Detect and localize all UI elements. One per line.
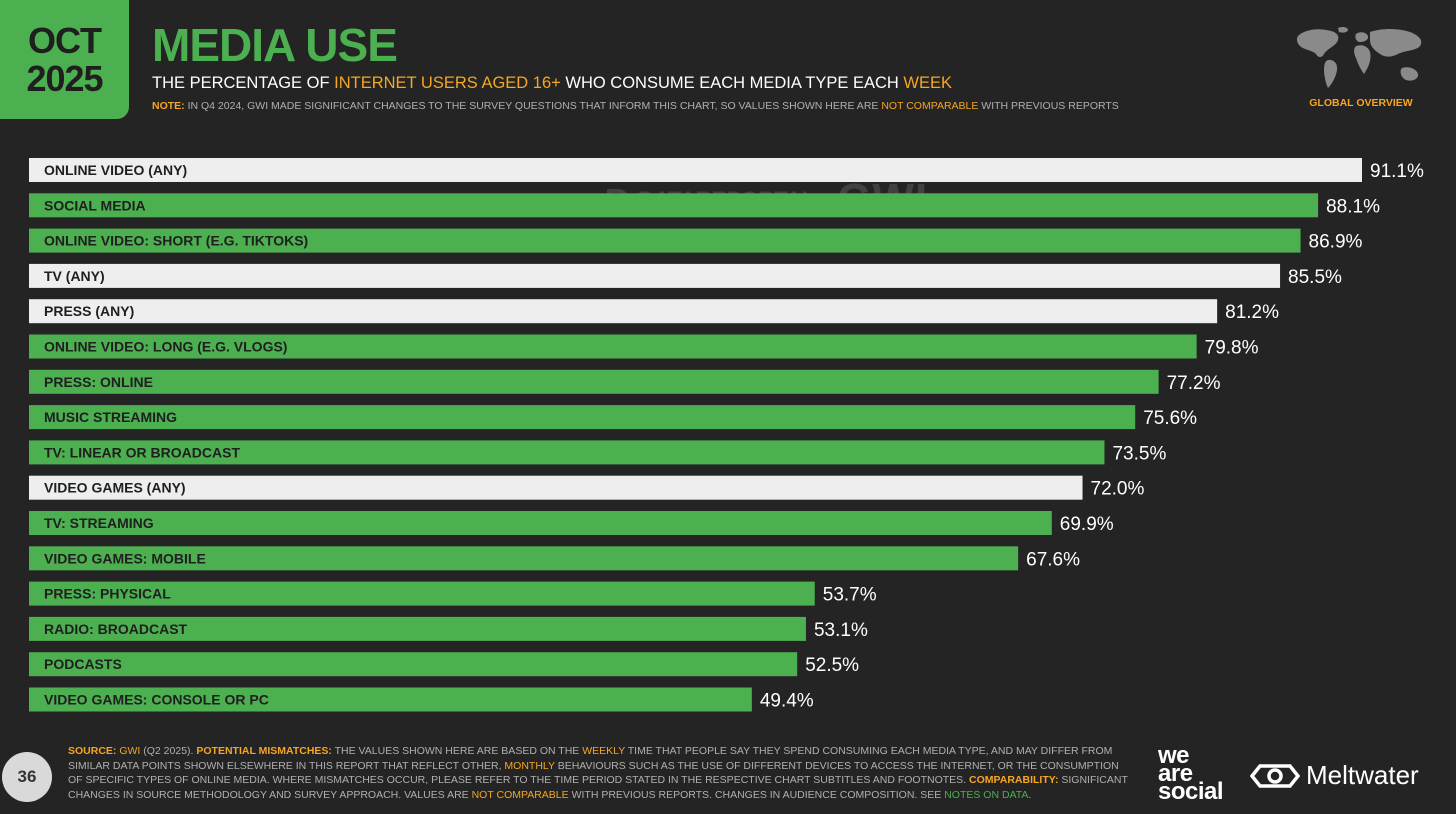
bar-category-label: VIDEO GAMES (ANY) <box>44 480 186 496</box>
mismatch-text-2: TIME THAT PEOPLE SAY THEY SPEND CONSUMIN… <box>68 745 1113 772</box>
bar-value-label: 52.5% <box>805 655 859 676</box>
we-are-social-logo: we are social <box>1158 742 1224 805</box>
subtitle-highlight-audience: INTERNET USERS AGED 16+ <box>334 74 561 92</box>
notes-on-data-link[interactable]: NOTES ON DATA <box>944 788 1029 801</box>
not-comparable-highlight: NOT COMPARABLE <box>471 788 569 801</box>
bar-value-label: 85.5% <box>1288 267 1342 288</box>
comparability-label: COMPARABILITY: <box>969 774 1059 787</box>
brand-1-line-3: social <box>1158 778 1224 805</box>
bar-value-label: 86.9% <box>1309 232 1363 253</box>
bar-value-label: 91.1% <box>1370 161 1424 182</box>
bar-category-label: PODCASTS <box>44 656 122 672</box>
bar-5 <box>29 334 1197 359</box>
source-label: SOURCE: <box>68 745 117 757</box>
bar-value-label: 81.2% <box>1225 302 1279 323</box>
bar-value-label: 67.6% <box>1026 549 1080 570</box>
bar-value-label: 53.7% <box>823 585 877 606</box>
source-name: GWI <box>116 745 141 757</box>
note-text-1: IN Q4 2024, GWI MADE SIGNIFICANT CHANGES… <box>184 100 882 112</box>
chart-subtitle: THE PERCENTAGE OF INTERNET USERS AGED 16… <box>152 74 952 93</box>
bar-6 <box>29 369 1159 394</box>
comparability-text-1: SIGNIFICANT CHANGES IN SOURCE METHODOLOG… <box>68 774 1128 801</box>
subtitle-highlight-period: WEEK <box>903 74 952 92</box>
world-map-icon <box>1296 26 1422 88</box>
comparability-text-2: WITH PREVIOUS REPORTS. CHANGES IN AUDIEN… <box>568 788 945 801</box>
bar-1 <box>29 193 1319 218</box>
meltwater-text: Meltwater <box>1306 760 1419 790</box>
bar-category-label: ONLINE VIDEO: LONG (E.G. VLOGS) <box>44 339 287 355</box>
bar-14 <box>29 652 798 677</box>
mismatch-label: POTENTIAL MISMATCHES: <box>196 745 332 757</box>
bar-9 <box>29 475 1083 500</box>
bar-value-label: 88.1% <box>1326 196 1380 217</box>
bar-13 <box>29 616 806 641</box>
bar-category-label: SOCIAL MEDIA <box>44 197 146 213</box>
bar-7 <box>29 405 1136 430</box>
bar-category-label: ONLINE VIDEO (ANY) <box>44 162 187 178</box>
note-text-2: WITH PREVIOUS REPORTS <box>978 100 1119 112</box>
meltwater-mark-icon <box>1250 763 1300 788</box>
chart-note: NOTE: IN Q4 2024, GWI MADE SIGNIFICANT C… <box>152 100 1119 112</box>
bar-value-label: 79.8% <box>1205 338 1259 359</box>
bar-12 <box>29 581 815 606</box>
bar-category-label: TV: LINEAR OR BROADCAST <box>44 444 240 460</box>
bar-category-label: PRESS: PHYSICAL <box>44 586 171 602</box>
bar-value-label: 49.4% <box>760 691 814 712</box>
page-number: 36 <box>2 752 52 802</box>
bar-category-label: MUSIC STREAMING <box>44 409 177 425</box>
page-title: MEDIA USE <box>152 19 398 71</box>
bar-category-label: VIDEO GAMES: MOBILE <box>44 550 206 566</box>
bar-3 <box>29 263 1281 288</box>
bar-category-label: VIDEO GAMES: CONSOLE OR PC <box>44 692 269 708</box>
bar-0 <box>29 158 1362 182</box>
report-date-badge: OCT 2025 <box>0 0 129 119</box>
bar-value-label: 73.5% <box>1112 443 1166 464</box>
brand-1-line-2: are <box>1158 760 1193 787</box>
region-label: GLOBAL OVERVIEW <box>1309 97 1413 109</box>
subtitle-text-1: THE PERCENTAGE OF <box>152 74 335 92</box>
note-highlight: NOT COMPARABLE <box>881 100 979 112</box>
weekly-highlight: WEEKLY <box>582 745 626 757</box>
bar-category-label: RADIO: BROADCAST <box>44 621 188 637</box>
mismatch-text-1: THE VALUES SHOWN HERE ARE BASED ON THE <box>331 745 583 757</box>
bar-value-label: 53.1% <box>814 620 868 641</box>
meltwater-logo: Meltwater <box>1250 760 1419 791</box>
bar-value-label: 72.0% <box>1091 479 1145 500</box>
monthly-highlight: MONTHLY <box>504 759 555 772</box>
note-label: NOTE: <box>152 100 185 112</box>
bar-4 <box>29 299 1218 324</box>
footer-source-note: SOURCE: GWI (Q2 2025). POTENTIAL MISMATC… <box>68 744 1130 802</box>
bar-2 <box>29 228 1301 253</box>
bar-category-label: ONLINE VIDEO: SHORT (E.G. TIKTOKS) <box>44 233 308 249</box>
brand-1-line-1: we <box>1158 742 1190 769</box>
mismatch-text-3: BEHAVIOURS SUCH AS THE USE OF DIFFERENT … <box>68 759 1119 787</box>
bar-category-label: TV: STREAMING <box>44 515 154 531</box>
bar-15 <box>29 687 752 712</box>
subtitle-text-2: WHO CONSUME EACH MEDIA TYPE EACH <box>560 74 904 92</box>
bar-10 <box>29 511 1052 535</box>
bar-value-label: 77.2% <box>1167 373 1221 394</box>
bar-8 <box>29 440 1105 465</box>
source-period: (Q2 2025). <box>140 745 197 757</box>
bar-value-label: 69.9% <box>1060 514 1114 535</box>
report-month: OCT <box>28 19 102 61</box>
report-year: 2025 <box>26 57 103 99</box>
bar-category-label: TV (ANY) <box>44 268 105 284</box>
footer-end: . <box>1028 788 1032 801</box>
bar-11 <box>29 546 1019 571</box>
bar-category-label: PRESS: ONLINE <box>44 374 153 390</box>
bar-value-label: 75.6% <box>1143 408 1197 429</box>
bar-category-label: PRESS (ANY) <box>44 303 134 319</box>
